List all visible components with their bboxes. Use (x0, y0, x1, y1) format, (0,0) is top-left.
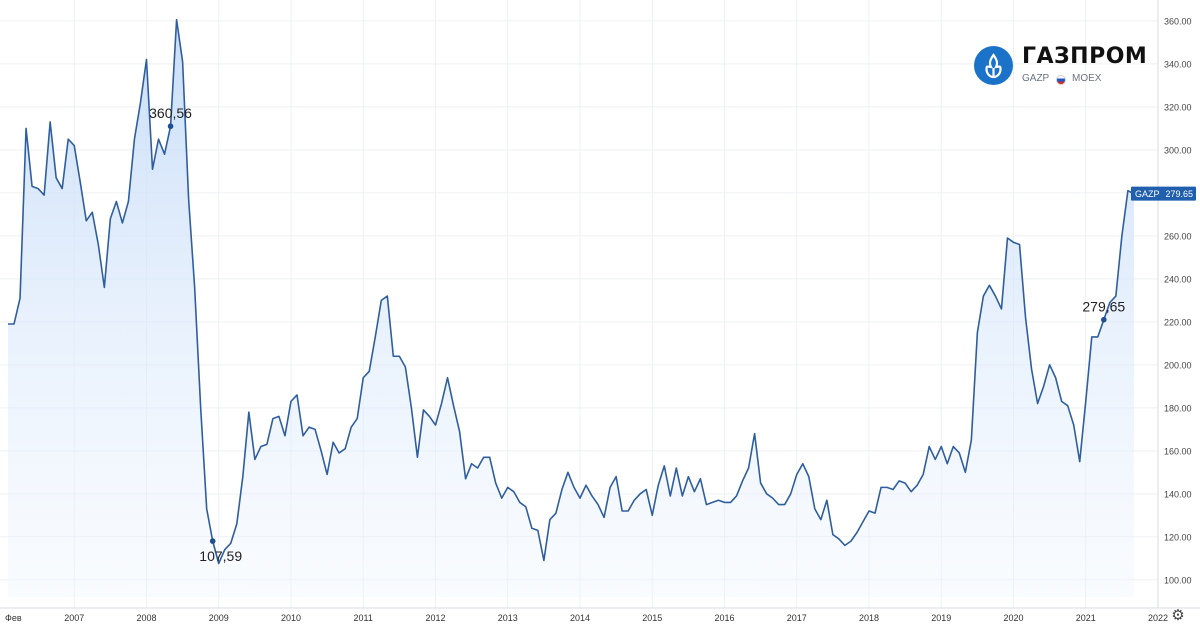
y-tick-label: 100.00 (1164, 575, 1192, 585)
y-tick-label: 360.00 (1164, 16, 1192, 26)
plot-area (8, 18, 1135, 597)
x-tick-label: 2018 (859, 613, 879, 623)
company-name: ГАЗПРОМ (1022, 44, 1148, 69)
x-tick-label: 2013 (498, 613, 518, 623)
x-tick-label: 2021 (1076, 613, 1096, 623)
annotation-label: 279,65 (1082, 299, 1125, 315)
annotation-label: 107,59 (199, 548, 242, 564)
y-tick-label: 120.00 (1164, 532, 1192, 542)
y-axis: 100.00 120.00 140.00 160.00 180.00 200.00 220.… (1164, 16, 1192, 585)
y-tick-label: 180.00 (1164, 403, 1192, 413)
x-tick-label: 2015 (642, 613, 662, 623)
company-logo: ГАЗПРОМ GAZP MOEX (974, 43, 1154, 88)
annotations: 360,56 107,59 279,65 GAZP 279.65 (149, 105, 1196, 564)
price-tag-ticker: GAZP (1135, 189, 1160, 199)
gear-icon[interactable]: ⚙ (1171, 607, 1185, 624)
annotation-point (167, 123, 174, 130)
y-tick-label: 220.00 (1164, 317, 1192, 327)
y-tick-label: 240.00 (1164, 274, 1192, 284)
x-tick-label: 2007 (64, 613, 84, 623)
y-tick-label: 340.00 (1164, 59, 1192, 69)
x-tick-label: 2008 (136, 613, 156, 623)
annotation-point (209, 538, 216, 544)
x-tick-label: 2009 (209, 613, 229, 623)
y-tick-label: 260.00 (1164, 231, 1192, 241)
x-tick-label: 2020 (1003, 613, 1023, 623)
russia-flag-icon (1056, 75, 1066, 85)
annotation-point (1101, 316, 1107, 323)
price-tag (1131, 186, 1196, 201)
x-tick-label: 2019 (931, 613, 951, 623)
x-tick-label: 2010 (281, 613, 301, 623)
y-tick-label: 200.00 (1164, 360, 1192, 370)
area-fill (8, 19, 1134, 597)
annotation-label: 360,56 (149, 105, 192, 121)
price-tag-value: 279.65 (1165, 189, 1193, 199)
x-tick-label: 2012 (425, 613, 445, 623)
x-tick-label: 2022 (1148, 613, 1168, 623)
x-axis: Фев 2007 2008 2009 2010 2011 2012 2013 2014 2015 2… (5, 613, 1168, 623)
exchange-label: MOEX (1072, 73, 1102, 84)
gazprom-flame-icon (974, 46, 1013, 85)
y-tick-label: 140.00 (1164, 489, 1192, 499)
y-tick-label: 320.00 (1164, 102, 1192, 112)
x-tick-label: Фев (5, 613, 22, 623)
x-tick-label: 2014 (570, 613, 590, 623)
y-tick-label: 160.00 (1164, 446, 1192, 456)
x-tick-label: 2016 (714, 613, 734, 623)
x-tick-label: 2011 (354, 613, 373, 623)
price-line (8, 18, 1135, 565)
x-tick-label: 2017 (787, 613, 807, 623)
y-tick-label: 300.00 (1164, 145, 1192, 155)
ticker-label: GAZP (1022, 73, 1050, 84)
